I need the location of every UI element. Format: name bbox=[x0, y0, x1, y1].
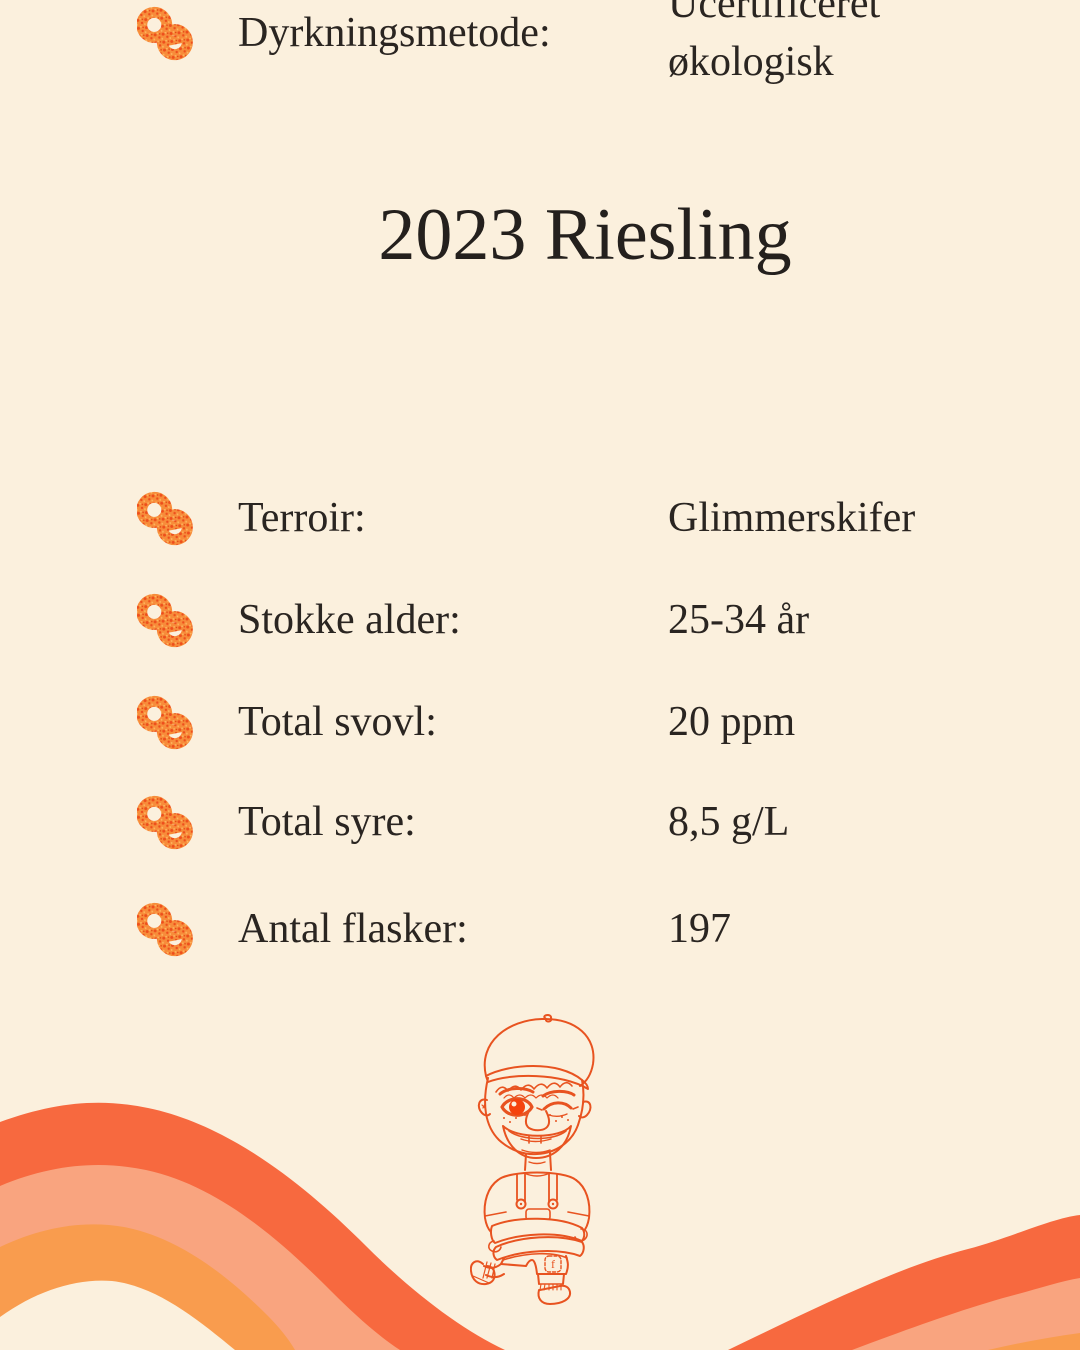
spec-label: Total syre: bbox=[238, 798, 416, 845]
spec-row-vine-age: Stokke alder: 25-34 år bbox=[137, 587, 998, 653]
right-wave-orange-band bbox=[988, 1333, 1080, 1350]
oe-ligature-icon bbox=[137, 795, 193, 850]
left-wave-salmon-band bbox=[0, 1165, 400, 1350]
oe-ligature-icon bbox=[137, 6, 193, 61]
left-wave-orange-band bbox=[0, 1224, 295, 1350]
spec-label: Antal flasker: bbox=[238, 905, 468, 952]
left-wave-dark-band bbox=[0, 1102, 505, 1350]
spec-value: 8,5 g/L bbox=[668, 799, 790, 845]
wave-decoration bbox=[0, 1102, 1080, 1350]
right-wave-dark-band bbox=[728, 1215, 1080, 1350]
spec-value: 25-34 år bbox=[668, 597, 810, 643]
right-wave-salmon-band bbox=[852, 1278, 1080, 1350]
spec-row-total-acid: Total syre: 8,5 g/L bbox=[137, 789, 998, 855]
spec-row-total-sulfur: Total svovl: 20 ppm bbox=[137, 689, 998, 755]
spec-label: Terroir: bbox=[238, 494, 366, 541]
patch-letter: f bbox=[551, 1257, 555, 1271]
left-wave-inner-cream bbox=[0, 1280, 235, 1350]
spec-value: Ucertificeret økologisk bbox=[668, 0, 881, 85]
oe-ligature-icon bbox=[137, 902, 193, 957]
spec-label: Stokke alder: bbox=[238, 596, 461, 643]
spec-row-terroir: Terroir: Glimmerskifer bbox=[137, 485, 998, 551]
spec-label: Dyrkningsmetode: bbox=[238, 9, 551, 56]
oe-ligature-icon bbox=[137, 491, 193, 546]
winking-boy-mascot: f bbox=[470, 1014, 595, 1305]
oe-ligature-icon bbox=[137, 593, 193, 648]
oe-ligature-icon bbox=[137, 695, 193, 750]
spec-value: 197 bbox=[668, 906, 731, 952]
spec-value: Glimmerskifer bbox=[668, 495, 916, 541]
spec-row-farming-method: Dyrkningsmetode: Ucertificeret økologisk bbox=[137, 0, 998, 85]
page-title: 2023 Riesling bbox=[378, 194, 792, 276]
spec-value: 20 ppm bbox=[668, 699, 796, 745]
spec-row-bottle-count: Antal flasker: 197 bbox=[137, 869, 998, 989]
spec-label: Total svovl: bbox=[238, 698, 437, 745]
